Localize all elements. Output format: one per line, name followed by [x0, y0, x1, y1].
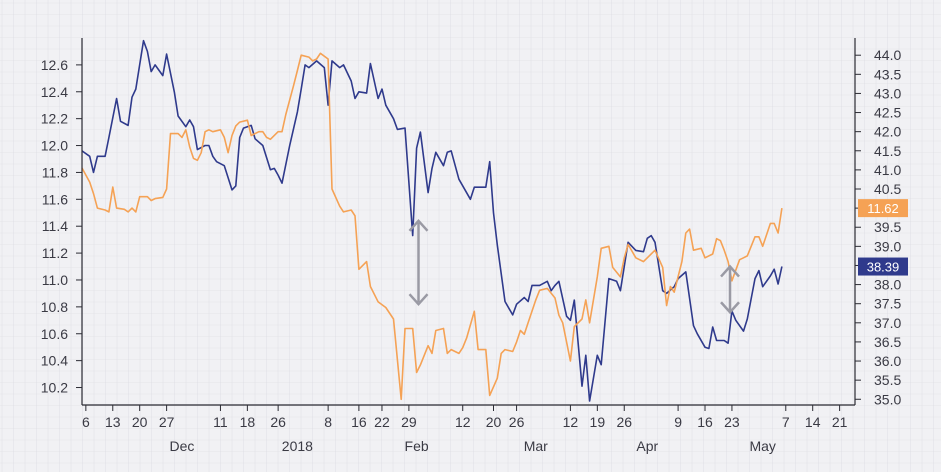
x-tick-label: 12 — [455, 414, 471, 430]
x-period-label: 2018 — [282, 438, 313, 454]
x-period-label: Dec — [170, 438, 195, 454]
arrow-head-down — [720, 301, 740, 315]
right-tick-label: 44.0 — [874, 47, 901, 63]
x-tick-label: 9 — [674, 414, 682, 430]
x-tick-label: 12 — [563, 414, 579, 430]
tick-labels: 10.2 10.4 10.6 10.8 11.0 11.2 11.4 11.6 11.8 12.0… — [41, 47, 902, 454]
left-tick-label: 12.4 — [41, 84, 68, 100]
x-period-label: Apr — [636, 438, 658, 454]
right-tick-label: 38.0 — [874, 277, 901, 293]
right-tick-label: 36.0 — [874, 353, 901, 369]
left-tick-label: 11.6 — [42, 191, 68, 207]
right-tick-label: 37.0 — [874, 315, 901, 331]
x-tick-label: 19 — [590, 414, 606, 430]
x-tick-label: 27 — [159, 414, 175, 430]
series-lines — [81, 39, 783, 402]
last-value-badge-2: 11.62 — [858, 199, 908, 218]
x-tick-label: 13 — [105, 414, 121, 430]
x-period-label: Mar — [524, 438, 548, 454]
badge-value: 11.62 — [867, 201, 899, 216]
x-tick-label: 26 — [270, 414, 286, 430]
x-tick-label: 22 — [374, 414, 390, 430]
arrow-head-down — [408, 293, 429, 307]
x-tick-label: 8 — [324, 414, 332, 430]
double-arrow-2 — [720, 264, 740, 315]
x-tick-label: 23 — [724, 414, 740, 430]
right-tick-label: 35.0 — [874, 391, 901, 407]
right-tick-label: 43.5 — [874, 66, 901, 82]
right-tick-label: 42.0 — [874, 124, 901, 140]
left-tick-label: 10.8 — [41, 299, 68, 315]
left-tick-label: 12.0 — [41, 138, 68, 154]
x-period-label: May — [749, 438, 775, 454]
right-tick-label: 41.0 — [874, 162, 901, 178]
x-tick-label: 29 — [401, 414, 417, 430]
left-tick-label: 10.2 — [41, 380, 68, 396]
left-tick-label: 12.6 — [41, 57, 68, 73]
x-tick-label: 26 — [509, 414, 525, 430]
right-tick-label: 39.5 — [874, 219, 901, 235]
right-tick-label: 43.0 — [874, 85, 901, 101]
left-tick-label: 10.4 — [41, 353, 68, 369]
left-tick-label: 12.2 — [41, 111, 68, 127]
x-tick-label: 16 — [351, 414, 367, 430]
right-tick-label: 41.5 — [874, 143, 901, 159]
x-tick-label: 7 — [782, 414, 790, 430]
right-tick-label: 36.5 — [874, 334, 901, 350]
right-tick-label: 39.0 — [874, 238, 901, 254]
right-tick-label: 40.5 — [874, 181, 901, 197]
x-tick-label: 20 — [132, 414, 148, 430]
left-tick-label: 11.4 — [42, 218, 68, 234]
badge-background — [858, 199, 908, 218]
double-arrow-1 — [408, 218, 429, 307]
badge-value: 38.39 — [867, 260, 900, 275]
left-tick-label: 10.6 — [41, 326, 68, 342]
range-arrows — [408, 218, 740, 315]
last-value-badge-1: 38.39 — [858, 257, 908, 276]
right-tick-label: 37.5 — [874, 296, 901, 312]
axes — [76, 38, 861, 411]
last-value-badges: 38.39 11.62 — [858, 199, 908, 276]
arrow-head-up — [408, 218, 429, 232]
x-tick-label: 16 — [697, 414, 713, 430]
right-tick-label: 42.5 — [874, 105, 901, 121]
x-tick-label: 14 — [805, 414, 821, 430]
x-tick-label: 18 — [240, 414, 256, 430]
arrow-head-up — [720, 264, 740, 278]
x-period-label: Feb — [405, 438, 429, 454]
left-tick-label: 11.0 — [42, 272, 68, 288]
x-tick-label: 11 — [213, 414, 228, 430]
x-tick-label: 21 — [832, 414, 848, 430]
left-tick-label: 11.8 — [42, 164, 68, 180]
left-tick-label: 11.2 — [42, 245, 68, 261]
badge-background — [858, 257, 908, 276]
series-line-2 — [81, 52, 783, 401]
x-tick-label: 20 — [486, 414, 502, 430]
right-tick-label: 35.5 — [874, 372, 901, 388]
x-tick-label: 6 — [82, 414, 90, 430]
x-tick-label: 26 — [616, 414, 632, 430]
